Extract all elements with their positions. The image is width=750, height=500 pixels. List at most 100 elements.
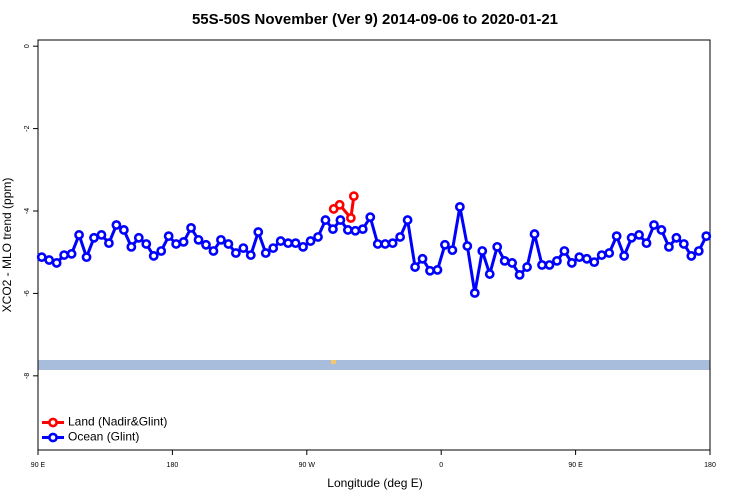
point xyxy=(671,232,682,243)
x-tick-label: 0 xyxy=(439,462,443,469)
point xyxy=(469,288,480,298)
point xyxy=(462,241,473,251)
point xyxy=(514,269,525,280)
point xyxy=(537,260,547,270)
x-tick-label: 90 E xyxy=(568,462,583,469)
point xyxy=(529,229,540,239)
point xyxy=(89,232,99,243)
map-land xyxy=(331,360,336,364)
point xyxy=(350,225,361,236)
point xyxy=(402,215,413,225)
point xyxy=(365,212,376,223)
point xyxy=(186,222,196,233)
point xyxy=(596,250,607,260)
point xyxy=(298,241,308,252)
point xyxy=(126,241,137,252)
point xyxy=(380,239,391,249)
point xyxy=(425,265,435,276)
point xyxy=(320,215,331,225)
point xyxy=(410,262,420,272)
point xyxy=(686,251,697,261)
point xyxy=(96,230,107,240)
point xyxy=(133,232,144,243)
point xyxy=(656,225,667,235)
point xyxy=(260,248,271,258)
point xyxy=(372,239,383,249)
point xyxy=(163,231,174,242)
point xyxy=(417,253,428,264)
point xyxy=(634,230,644,240)
point xyxy=(283,238,294,249)
y-tick-label: 0 xyxy=(24,44,31,48)
point xyxy=(238,243,249,253)
point xyxy=(387,238,398,249)
point xyxy=(649,220,659,230)
point xyxy=(454,201,465,212)
point xyxy=(552,255,562,266)
legend-label: Land (Nadir&Glint) xyxy=(68,415,167,429)
x-tick-label: 180 xyxy=(704,462,716,469)
legend-marker xyxy=(48,417,58,428)
point xyxy=(245,250,256,260)
point xyxy=(104,238,114,249)
x-tick-label: 180 xyxy=(167,462,179,469)
x-tick-label: 90 W xyxy=(299,462,316,469)
point xyxy=(574,252,585,263)
point xyxy=(345,213,356,223)
point xyxy=(678,239,689,249)
point xyxy=(544,260,555,270)
x-axis-label: Longitude (deg E) xyxy=(327,476,422,490)
point xyxy=(611,231,622,242)
point xyxy=(492,241,503,252)
point xyxy=(484,269,495,279)
y-axis-label: XCO2 - MLO trend (ppm) xyxy=(0,178,14,313)
y-tick-label: -2 xyxy=(24,125,31,131)
point xyxy=(348,191,359,202)
point xyxy=(51,258,62,268)
point xyxy=(74,230,84,240)
point xyxy=(342,225,353,235)
point xyxy=(313,232,323,242)
point xyxy=(148,251,159,261)
point xyxy=(335,215,346,225)
point xyxy=(701,231,712,242)
point xyxy=(223,239,234,249)
y-tick-label: -6 xyxy=(24,290,31,296)
point xyxy=(290,238,301,249)
point xyxy=(208,246,219,256)
point xyxy=(44,255,55,265)
chart-title: 55S-50S November (Ver 9) 2014-09-06 to 2… xyxy=(192,11,558,28)
point xyxy=(664,241,674,252)
point xyxy=(268,243,279,253)
point xyxy=(581,253,592,264)
point xyxy=(59,250,70,260)
point xyxy=(432,265,443,275)
point xyxy=(193,234,204,245)
point xyxy=(328,224,338,235)
point xyxy=(507,258,518,268)
point xyxy=(118,225,129,235)
point xyxy=(334,199,345,210)
point xyxy=(141,239,152,249)
point xyxy=(477,246,488,256)
point xyxy=(566,258,577,268)
point xyxy=(499,255,510,266)
y-tick-label: -4 xyxy=(24,208,31,214)
point xyxy=(395,232,406,242)
point xyxy=(81,252,92,263)
point xyxy=(604,248,615,258)
legend-marker xyxy=(48,432,58,443)
point xyxy=(201,239,211,250)
map-strip xyxy=(38,360,710,370)
y-tick-label: -8 xyxy=(24,373,31,379)
point xyxy=(275,236,286,246)
point xyxy=(66,248,77,259)
point xyxy=(522,262,532,272)
x-tick-label: 90 E xyxy=(31,462,46,469)
point xyxy=(178,237,189,247)
point xyxy=(305,236,316,246)
point xyxy=(440,239,450,250)
point xyxy=(230,248,241,258)
point xyxy=(619,251,630,261)
